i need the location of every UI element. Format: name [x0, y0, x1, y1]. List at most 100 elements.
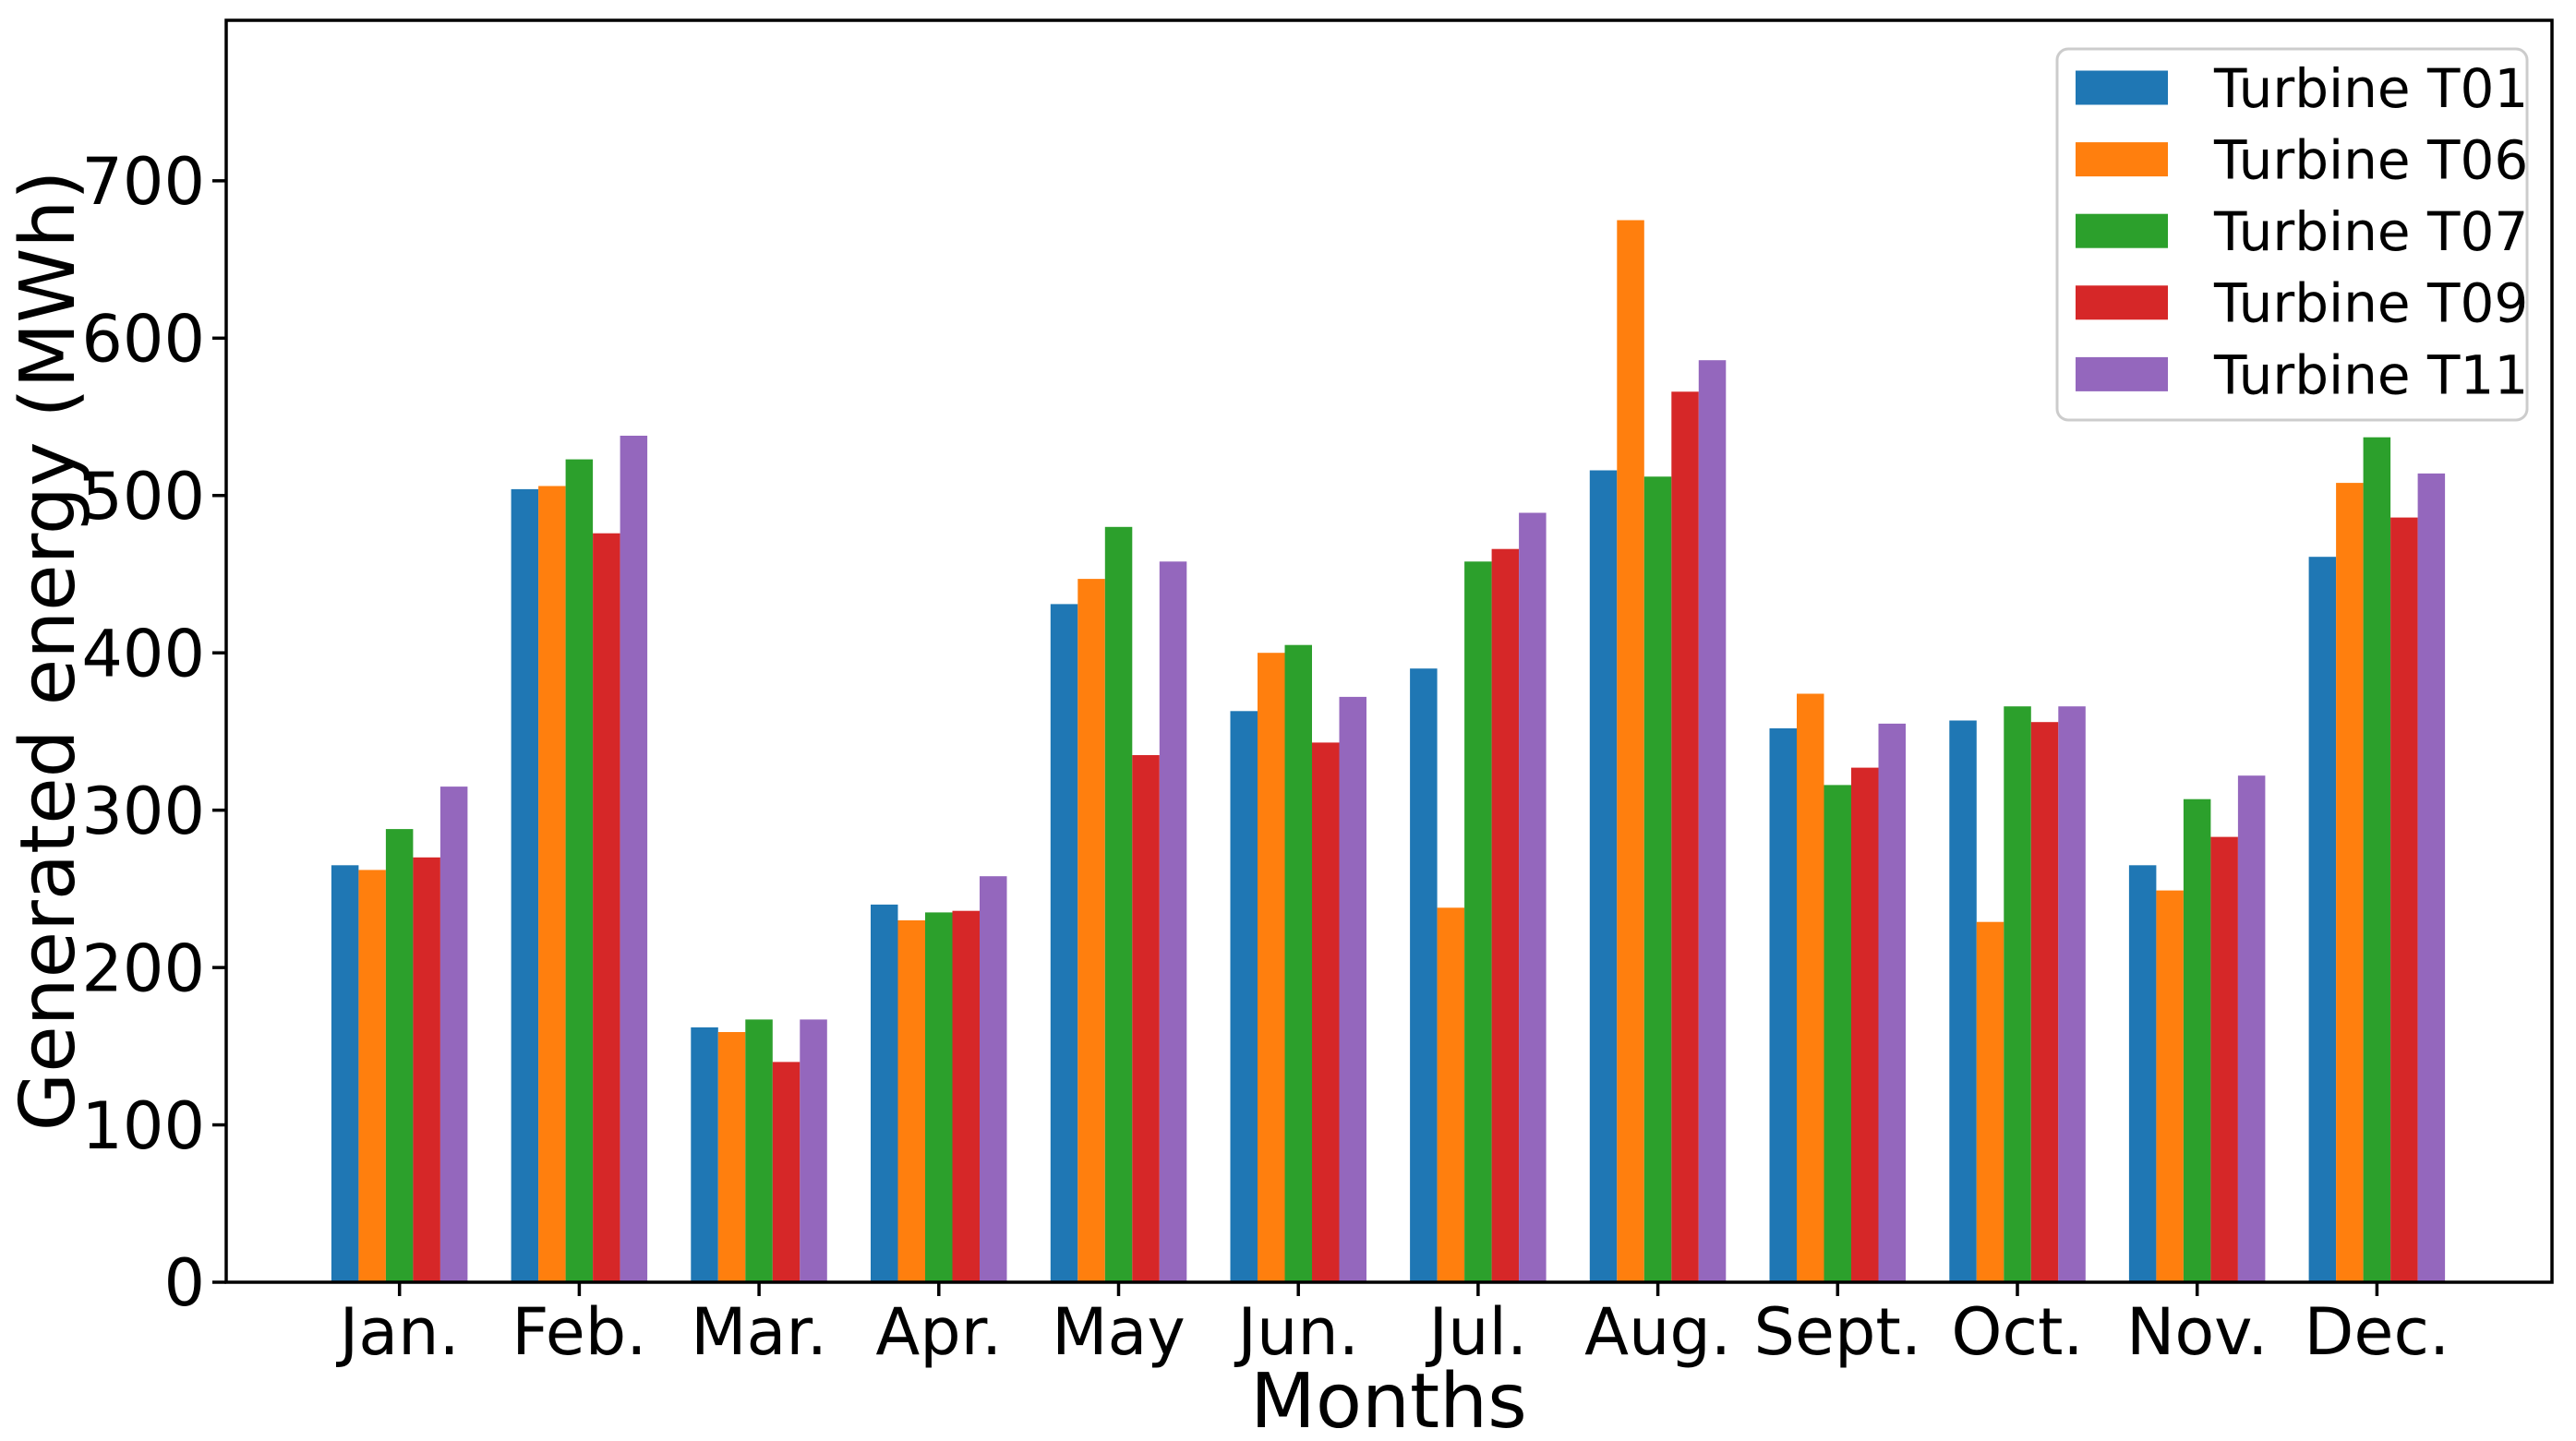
bar-turbine-t01-nov	[2128, 865, 2157, 1282]
y-axis-label: Generated energy (MWh)	[5, 171, 92, 1132]
bar-turbine-t09-dec	[2390, 517, 2418, 1282]
x-tick-label-feb: Feb.	[512, 1294, 646, 1370]
bar-turbine-t01-dec	[2308, 557, 2337, 1282]
bar-turbine-t06-may	[1077, 579, 1105, 1282]
bar-group-nov	[2128, 775, 2266, 1282]
y-tick-label-500: 500	[81, 459, 205, 534]
bar-turbine-t11-dec	[2417, 473, 2446, 1282]
bar-turbine-t07-nov	[2183, 799, 2211, 1282]
bar-turbine-t07-dec	[2363, 437, 2391, 1282]
bar-turbine-t01-jan	[331, 865, 359, 1282]
bar-turbine-t09-aug	[1671, 391, 1699, 1282]
bar-group-jan	[331, 787, 468, 1282]
bar-turbine-t07-jan	[385, 829, 414, 1282]
bar-turbine-t07-sept	[1824, 785, 1851, 1282]
legend-swatch-turbine-t09	[2076, 285, 2168, 320]
bar-group-sept	[1769, 693, 1906, 1282]
y-tick-label-100: 100	[81, 1088, 205, 1164]
legend-entry-turbine-t07: Turbine T07	[2076, 200, 2528, 263]
bar-turbine-t09-jun	[1312, 742, 1340, 1282]
bar-turbine-t01-may	[1050, 604, 1078, 1282]
bar-turbine-t01-sept	[1769, 728, 1797, 1282]
bar-turbine-t07-aug	[1643, 476, 1672, 1282]
legend-swatch-turbine-t01	[2076, 70, 2168, 105]
x-tick-label-sept: Sept.	[1753, 1294, 1921, 1370]
y-tick-label-200: 200	[81, 931, 205, 1006]
legend-label-turbine-t07: Turbine T07	[2213, 200, 2528, 263]
bar-turbine-t09-oct	[2030, 722, 2059, 1282]
x-tick-label-may: May	[1052, 1294, 1186, 1370]
bar-group-jun	[1230, 644, 1366, 1282]
bar-turbine-t06-sept	[1797, 693, 1824, 1282]
axes-layer: 0 100 200 300 400 500 600 700 Jan. Feb. Mar. Apr. Ma…	[81, 18, 2554, 1370]
y-tick-label-600: 600	[81, 302, 205, 378]
bar-turbine-t07-jun	[1284, 644, 1312, 1282]
bar-turbine-t07-mar	[745, 1019, 773, 1282]
bar-turbine-t07-apr	[925, 912, 953, 1282]
bar-turbine-t06-mar	[717, 1032, 746, 1282]
bar-turbine-t07-feb	[565, 459, 594, 1283]
bar-turbine-t09-feb	[593, 533, 620, 1282]
bar-turbine-t11-apr	[980, 876, 1007, 1282]
bar-turbine-t01-oct	[1949, 720, 1977, 1282]
legend-entry-turbine-t09: Turbine T09	[2076, 272, 2528, 335]
bar-turbine-t11-feb	[620, 436, 648, 1282]
bar-turbine-t01-feb	[511, 488, 539, 1282]
bar-turbine-t01-mar	[691, 1027, 718, 1282]
bar-turbine-t11-mar	[800, 1019, 827, 1282]
legend-label-turbine-t01: Turbine T01	[2213, 57, 2528, 120]
bar-group-aug	[1589, 220, 1727, 1282]
bar-turbine-t09-mar	[772, 1062, 800, 1282]
bar-group-dec	[2308, 437, 2446, 1282]
legend-entry-turbine-t11: Turbine T11	[2076, 343, 2528, 406]
x-tick-label-apr: Apr.	[875, 1294, 1002, 1370]
bar-group-jul	[1410, 512, 1547, 1282]
legend-label-turbine-t09: Turbine T09	[2213, 272, 2528, 335]
legend-swatch-turbine-t11	[2076, 356, 2168, 391]
bar-turbine-t07-may	[1104, 526, 1133, 1282]
bar-turbine-t11-aug	[1698, 360, 1727, 1282]
bar-turbine-t06-jul	[1437, 907, 1465, 1282]
legend: Turbine T01 Turbine T06 Turbine T07 Turbine…	[2055, 47, 2529, 422]
bar-turbine-t06-oct	[1976, 921, 2004, 1282]
x-tick-label-jun: Jun.	[1234, 1294, 1359, 1370]
bar-turbine-t01-jul	[1410, 668, 1438, 1282]
x-tick-label-jul: Jul.	[1426, 1294, 1528, 1370]
y-tick-label-700: 700	[81, 144, 205, 220]
x-tick-label-oct: Oct.	[1951, 1294, 2083, 1370]
y-tick-label-300: 300	[81, 774, 205, 849]
bar-turbine-t09-jul	[1491, 548, 1520, 1282]
bar-turbine-t06-nov	[2156, 890, 2184, 1282]
bars-layer	[331, 220, 2446, 1283]
legend-box	[2055, 47, 2529, 422]
bar-turbine-t06-aug	[1617, 220, 1644, 1282]
x-axis-label: Months	[1250, 1358, 1527, 1437]
x-tick-label-aug: Aug.	[1584, 1294, 1731, 1370]
x-tick-label-mar: Mar.	[691, 1294, 827, 1370]
bar-turbine-t09-jan	[413, 857, 440, 1282]
bar-turbine-t11-jul	[1519, 512, 1547, 1282]
bar-turbine-t07-oct	[2004, 706, 2031, 1282]
bar-turbine-t09-may	[1132, 755, 1160, 1282]
legend-entry-turbine-t06: Turbine T06	[2076, 128, 2528, 191]
bar-group-may	[1050, 526, 1187, 1282]
y-tick-label-400: 400	[81, 616, 205, 691]
bar-group-oct	[1949, 706, 2086, 1282]
bar-turbine-t01-jun	[1230, 711, 1258, 1282]
bar-turbine-t11-oct	[2058, 706, 2086, 1282]
x-tick-label-jan: Jan.	[336, 1294, 460, 1370]
bar-group-feb	[511, 436, 648, 1283]
bar-turbine-t01-apr	[871, 904, 898, 1282]
bar-turbine-t11-jan	[439, 787, 468, 1282]
bar-turbine-t11-may	[1159, 561, 1187, 1282]
bar-turbine-t06-dec	[2336, 483, 2364, 1282]
legend-entry-turbine-t01: Turbine T01	[2076, 57, 2528, 120]
bar-turbine-t06-jun	[1258, 653, 1285, 1282]
x-tick-label-nov: Nov.	[2126, 1294, 2268, 1370]
bar-turbine-t11-jun	[1339, 696, 1366, 1282]
x-tick-label-dec: Dec.	[2305, 1294, 2450, 1370]
bar-turbine-t01-aug	[1589, 470, 1618, 1282]
bar-group-apr	[871, 876, 1007, 1282]
